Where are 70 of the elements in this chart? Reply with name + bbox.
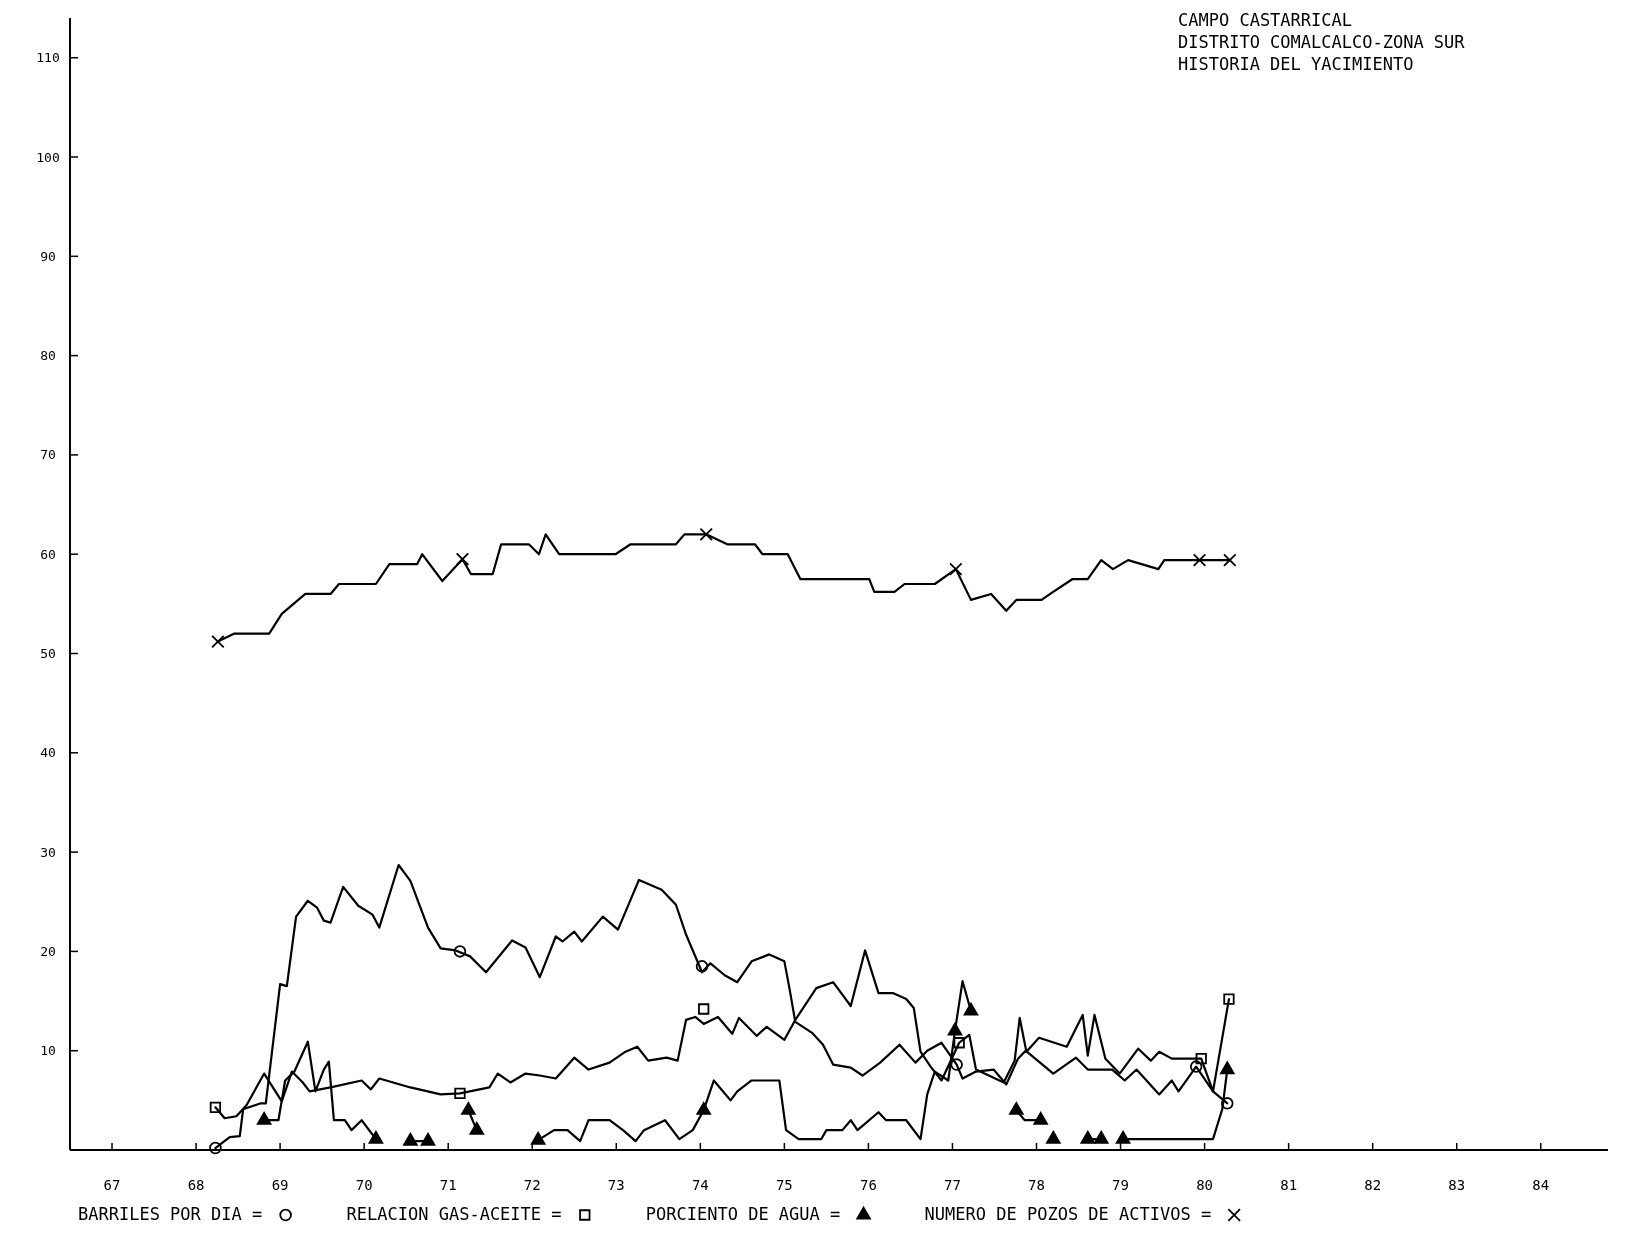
- y-tick-label: 50: [40, 646, 56, 662]
- x-tick-label: 82: [1364, 1177, 1382, 1193]
- point: [469, 1121, 485, 1135]
- point: [453, 945, 467, 958]
- y-tick-label: 60: [40, 546, 56, 562]
- point: [256, 1111, 272, 1125]
- x-tick-label: 76: [859, 1177, 877, 1193]
- y-tick-label: 10: [40, 1043, 56, 1059]
- x-tick-label: 80: [1196, 1177, 1214, 1193]
- point: [1009, 1102, 1024, 1115]
- point: [403, 1132, 418, 1146]
- point: [1223, 993, 1235, 1005]
- point: [1093, 1130, 1109, 1144]
- x-tick-label: 71: [439, 1177, 457, 1193]
- point: [1080, 1130, 1096, 1144]
- point: [454, 1087, 466, 1100]
- x-tick-label: 67: [103, 1177, 121, 1193]
- y-tick-label: 70: [40, 447, 56, 463]
- y-tick-label: 90: [40, 248, 56, 264]
- x-tick-label: 72: [523, 1177, 541, 1193]
- point: [209, 1141, 222, 1155]
- point: [530, 1131, 546, 1145]
- x-tick-label: 73: [607, 1177, 625, 1193]
- point: [1115, 1130, 1131, 1144]
- point: [963, 1002, 979, 1016]
- point: [1221, 1097, 1234, 1110]
- point: [949, 562, 963, 576]
- chart-title: CAMPO CASTARRICAL: [1178, 10, 1352, 30]
- x-tick-label: 83: [1448, 1177, 1466, 1193]
- legend-label: BARRILES POR DIA =: [78, 1204, 263, 1224]
- x-tick-label: 70: [355, 1177, 373, 1193]
- x-tick-label: 77: [944, 1177, 961, 1193]
- point: [1192, 553, 1207, 567]
- y-tick-label: 110: [36, 50, 60, 66]
- x-tick-label: 78: [1028, 1177, 1045, 1193]
- legend-label: RELACION GAS-ACEITE =: [346, 1204, 562, 1224]
- y-tick-label: 30: [40, 844, 56, 860]
- x-tick-label: 69: [271, 1177, 289, 1193]
- point: [699, 527, 713, 542]
- point: [1189, 1060, 1203, 1073]
- x-tick-label: 81: [1280, 1177, 1298, 1193]
- x-tick-label: 79: [1112, 1177, 1129, 1193]
- y-tick-label: 20: [40, 943, 56, 959]
- point: [461, 1102, 476, 1115]
- point: [455, 552, 470, 566]
- point: [947, 1022, 963, 1036]
- x-tick-label: 75: [775, 1177, 793, 1193]
- point: [1033, 1111, 1048, 1125]
- point: [696, 1102, 711, 1115]
- point: [1195, 1053, 1207, 1065]
- legend-label: PORCIENTO DE AGUA =: [645, 1204, 841, 1224]
- point: [950, 1058, 963, 1071]
- point: [209, 1101, 222, 1113]
- y-tick-label: 80: [40, 348, 56, 364]
- legend-label: NUMERO DE POZOS DE ACTIVOS =: [924, 1204, 1212, 1224]
- y-tick-label: 100: [36, 149, 60, 165]
- point: [695, 960, 709, 973]
- point: [211, 634, 225, 649]
- x-tick-label: 68: [187, 1177, 205, 1193]
- point: [368, 1130, 384, 1144]
- point: [420, 1132, 436, 1146]
- point: [698, 1003, 710, 1015]
- text: DISTRITO COMALCALCO-ZONA SUR HISTORIA DEL YACIMIENTO: [1178, 32, 1466, 74]
- x-tick-label: 84: [1532, 1177, 1550, 1193]
- point: [953, 1037, 965, 1049]
- point: [1046, 1130, 1061, 1144]
- point: [1220, 1061, 1235, 1075]
- y-tick-label: 40: [40, 745, 56, 761]
- x-tick-label: 74: [691, 1177, 709, 1193]
- point: [1223, 553, 1237, 567]
